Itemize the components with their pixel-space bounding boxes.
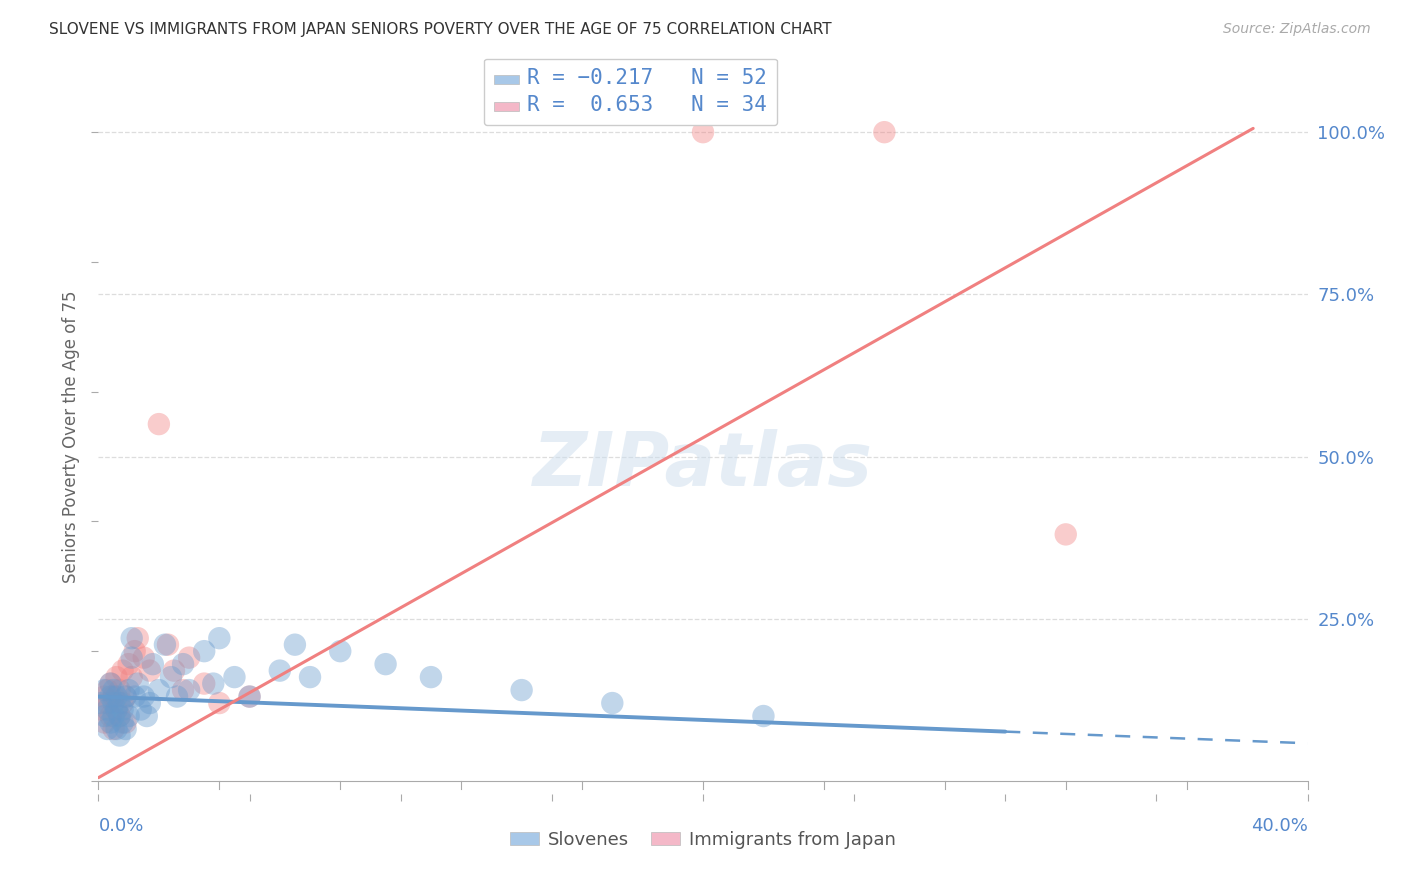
Point <box>420 670 443 684</box>
Point <box>160 670 183 684</box>
Y-axis label: Seniors Poverty Over the Age of 75: Seniors Poverty Over the Age of 75 <box>62 291 80 583</box>
Point <box>193 676 215 690</box>
Point <box>374 657 396 672</box>
Text: ZIPatlas: ZIPatlas <box>533 429 873 502</box>
Legend: Slovenes, Immigrants from Japan: Slovenes, Immigrants from Japan <box>503 824 903 856</box>
Point <box>124 644 146 658</box>
Point <box>118 657 141 672</box>
Point <box>132 650 155 665</box>
Point <box>172 657 194 672</box>
Point <box>129 702 152 716</box>
Point <box>103 722 125 736</box>
Point <box>103 709 125 723</box>
Point <box>602 696 624 710</box>
Point <box>132 690 155 704</box>
Point <box>156 638 179 652</box>
Point <box>105 702 128 716</box>
Point <box>299 670 322 684</box>
Point <box>121 650 143 665</box>
Point <box>100 676 122 690</box>
Point <box>127 676 149 690</box>
Point <box>114 722 136 736</box>
Point <box>111 702 134 716</box>
Point <box>284 638 307 652</box>
Point <box>111 715 134 730</box>
Point <box>111 664 134 678</box>
Point <box>100 676 122 690</box>
Point <box>111 696 134 710</box>
Point <box>224 670 246 684</box>
Point <box>100 715 122 730</box>
Point <box>148 683 170 698</box>
Point <box>127 631 149 645</box>
Point <box>692 125 714 139</box>
Point <box>105 690 128 704</box>
Point <box>139 664 162 678</box>
Point <box>108 696 131 710</box>
Point <box>208 696 231 710</box>
Point <box>153 638 176 652</box>
Point <box>105 702 128 716</box>
Point <box>105 670 128 684</box>
Point <box>108 709 131 723</box>
Point <box>103 696 125 710</box>
Point <box>873 125 896 139</box>
Point <box>103 690 125 704</box>
Point <box>172 683 194 698</box>
Point <box>179 683 201 698</box>
Point <box>108 729 131 743</box>
Point <box>100 709 122 723</box>
Point <box>90 696 112 710</box>
Point <box>329 644 352 658</box>
Point <box>108 683 131 698</box>
Text: Source: ZipAtlas.com: Source: ZipAtlas.com <box>1223 22 1371 37</box>
Point <box>193 644 215 658</box>
Point <box>124 690 146 704</box>
Point <box>148 417 170 431</box>
Point <box>166 690 188 704</box>
Point <box>208 631 231 645</box>
Point <box>114 715 136 730</box>
Text: 40.0%: 40.0% <box>1251 816 1308 835</box>
Point <box>108 709 131 723</box>
Point <box>114 690 136 704</box>
Point <box>163 664 186 678</box>
Point <box>90 702 112 716</box>
Point <box>142 657 165 672</box>
Point <box>179 650 201 665</box>
Point <box>1054 527 1077 541</box>
Point <box>93 683 115 698</box>
Point <box>96 722 118 736</box>
Point <box>105 722 128 736</box>
Point <box>269 664 291 678</box>
Point <box>93 709 115 723</box>
Point <box>93 715 115 730</box>
Point <box>118 709 141 723</box>
Point <box>121 670 143 684</box>
Point <box>96 696 118 710</box>
Point <box>100 690 122 704</box>
Point <box>135 709 157 723</box>
Point <box>118 683 141 698</box>
Point <box>510 683 533 698</box>
Text: 0.0%: 0.0% <box>98 816 143 835</box>
Point <box>93 690 115 704</box>
Point <box>114 690 136 704</box>
Point <box>96 683 118 698</box>
Point <box>202 676 225 690</box>
Point <box>239 690 262 704</box>
Point <box>103 683 125 698</box>
Point <box>752 709 775 723</box>
Point <box>121 631 143 645</box>
Point <box>139 696 162 710</box>
Point <box>96 702 118 716</box>
Text: SLOVENE VS IMMIGRANTS FROM JAPAN SENIORS POVERTY OVER THE AGE OF 75 CORRELATION : SLOVENE VS IMMIGRANTS FROM JAPAN SENIORS… <box>49 22 832 37</box>
Point <box>239 690 262 704</box>
